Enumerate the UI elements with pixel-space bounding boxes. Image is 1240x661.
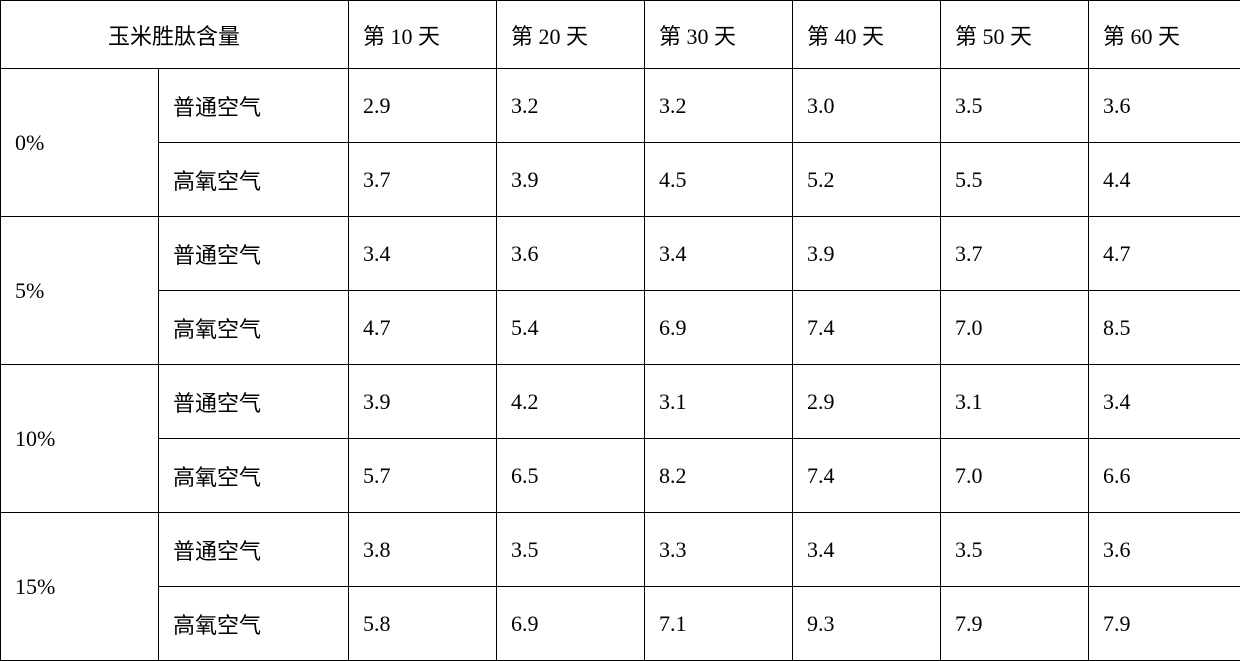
col-header-day40: 第 40 天 <box>793 1 941 69</box>
value-cell: 3.9 <box>349 365 497 439</box>
value-cell: 3.7 <box>941 217 1089 291</box>
value-cell: 2.9 <box>349 69 497 143</box>
value-cell: 5.5 <box>941 143 1089 217</box>
col-header-day10: 第 10 天 <box>349 1 497 69</box>
value-cell: 3.5 <box>941 513 1089 587</box>
table-row: 15%普通空气3.83.53.33.43.53.6 <box>1 513 1240 587</box>
table-row: 高氧空气5.86.97.19.37.97.9 <box>1 587 1240 661</box>
value-cell: 4.7 <box>349 291 497 365</box>
col-header-merged: 玉米胜肽含量 <box>1 1 349 69</box>
condition-cell-normal: 普通空气 <box>159 513 349 587</box>
value-cell: 7.9 <box>941 587 1089 661</box>
value-cell: 3.5 <box>941 69 1089 143</box>
value-cell: 3.9 <box>793 217 941 291</box>
condition-cell-high-o2: 高氧空气 <box>159 143 349 217</box>
value-cell: 7.4 <box>793 439 941 513</box>
data-table: 玉米胜肽含量 第 10 天 第 20 天 第 30 天 第 40 天 第 50 … <box>0 0 1240 661</box>
value-cell: 3.0 <box>793 69 941 143</box>
value-cell: 3.4 <box>1089 365 1240 439</box>
value-cell: 7.0 <box>941 291 1089 365</box>
value-cell: 5.7 <box>349 439 497 513</box>
value-cell: 7.1 <box>645 587 793 661</box>
value-cell: 6.6 <box>1089 439 1240 513</box>
value-cell: 3.6 <box>1089 513 1240 587</box>
value-cell: 7.9 <box>1089 587 1240 661</box>
value-cell: 7.0 <box>941 439 1089 513</box>
col-header-day60: 第 60 天 <box>1089 1 1240 69</box>
condition-cell-normal: 普通空气 <box>159 365 349 439</box>
table-row: 10%普通空气3.94.23.12.93.13.4 <box>1 365 1240 439</box>
level-cell: 10% <box>1 365 159 513</box>
value-cell: 6.5 <box>497 439 645 513</box>
condition-cell-high-o2: 高氧空气 <box>159 439 349 513</box>
level-cell: 0% <box>1 69 159 217</box>
value-cell: 3.1 <box>645 365 793 439</box>
value-cell: 4.5 <box>645 143 793 217</box>
value-cell: 3.8 <box>349 513 497 587</box>
value-cell: 3.3 <box>645 513 793 587</box>
value-cell: 5.8 <box>349 587 497 661</box>
value-cell: 5.2 <box>793 143 941 217</box>
value-cell: 3.2 <box>497 69 645 143</box>
value-cell: 8.2 <box>645 439 793 513</box>
level-cell: 15% <box>1 513 159 661</box>
value-cell: 3.4 <box>349 217 497 291</box>
value-cell: 3.6 <box>497 217 645 291</box>
value-cell: 7.4 <box>793 291 941 365</box>
value-cell: 4.7 <box>1089 217 1240 291</box>
value-cell: 3.4 <box>793 513 941 587</box>
value-cell: 3.7 <box>349 143 497 217</box>
value-cell: 3.1 <box>941 365 1089 439</box>
value-cell: 3.9 <box>497 143 645 217</box>
value-cell: 5.4 <box>497 291 645 365</box>
level-cell: 5% <box>1 217 159 365</box>
col-header-day50: 第 50 天 <box>941 1 1089 69</box>
table-header-row: 玉米胜肽含量 第 10 天 第 20 天 第 30 天 第 40 天 第 50 … <box>1 1 1240 69</box>
value-cell: 3.4 <box>645 217 793 291</box>
col-header-day30: 第 30 天 <box>645 1 793 69</box>
table-row: 高氧空气5.76.58.27.47.06.6 <box>1 439 1240 513</box>
value-cell: 3.6 <box>1089 69 1240 143</box>
value-cell: 3.5 <box>497 513 645 587</box>
condition-cell-normal: 普通空气 <box>159 69 349 143</box>
condition-cell-high-o2: 高氧空气 <box>159 587 349 661</box>
table-row: 高氧空气3.73.94.55.25.54.4 <box>1 143 1240 217</box>
value-cell: 4.2 <box>497 365 645 439</box>
table-row: 高氧空气4.75.46.97.47.08.5 <box>1 291 1240 365</box>
condition-cell-normal: 普通空气 <box>159 217 349 291</box>
value-cell: 4.4 <box>1089 143 1240 217</box>
value-cell: 2.9 <box>793 365 941 439</box>
table-row: 5%普通空气3.43.63.43.93.74.7 <box>1 217 1240 291</box>
table-body: 0%普通空气2.93.23.23.03.53.6高氧空气3.73.94.55.2… <box>1 69 1240 661</box>
condition-cell-high-o2: 高氧空气 <box>159 291 349 365</box>
value-cell: 3.2 <box>645 69 793 143</box>
value-cell: 8.5 <box>1089 291 1240 365</box>
value-cell: 9.3 <box>793 587 941 661</box>
col-header-day20: 第 20 天 <box>497 1 645 69</box>
table-row: 0%普通空气2.93.23.23.03.53.6 <box>1 69 1240 143</box>
value-cell: 6.9 <box>645 291 793 365</box>
value-cell: 6.9 <box>497 587 645 661</box>
